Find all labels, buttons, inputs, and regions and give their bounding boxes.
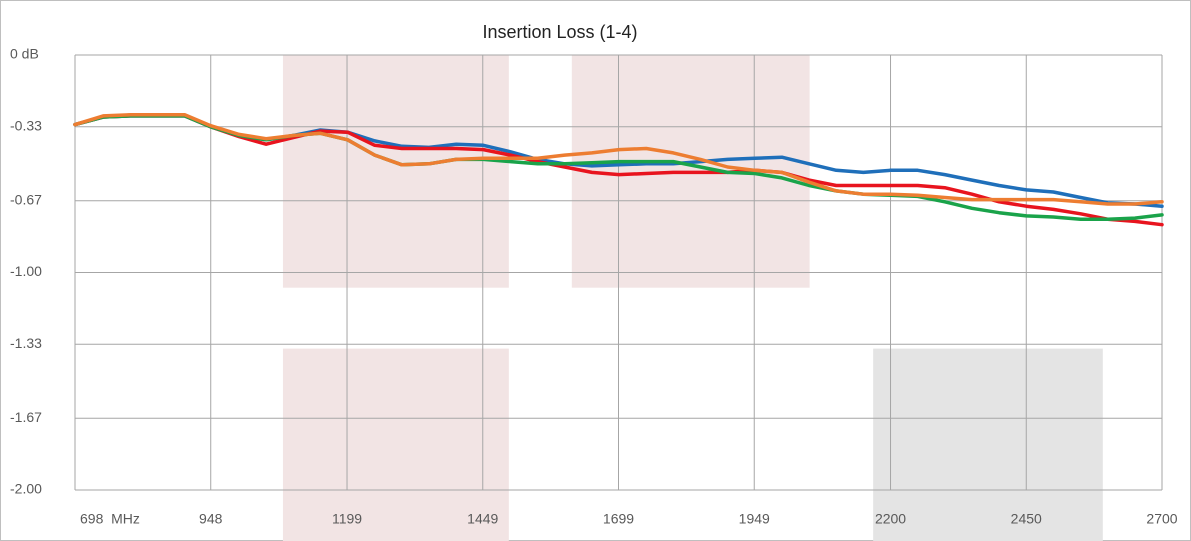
y-tick-label: -0.67	[10, 191, 42, 207]
y-tick-label: -0.33	[10, 117, 42, 133]
series-line	[73, 114, 1164, 227]
lines	[73, 113, 1164, 227]
y-tick-label: -1.33	[10, 335, 42, 351]
chart-title: Insertion Loss (1-4)	[482, 22, 637, 42]
regions	[282, 55, 1103, 541]
x-tick-label: 2450	[1011, 511, 1042, 527]
y-tick-label: -2.00	[10, 481, 42, 497]
shaded-region	[873, 348, 1103, 541]
x-tick-label: 698 MHz	[80, 511, 140, 527]
x-tick-label: 1449	[467, 511, 498, 527]
shaded-region	[282, 55, 509, 288]
x-tick-label: 948	[199, 511, 223, 527]
x-tick-label: 1199	[332, 511, 362, 527]
shaded-region	[282, 348, 509, 541]
y-tick-label: -1.67	[10, 409, 42, 425]
y-tick-label: 0 dB	[10, 46, 39, 62]
x-tick-label: 1949	[739, 511, 770, 527]
series-line	[73, 113, 1164, 206]
x-tick-label: 2700	[1146, 511, 1177, 527]
x-tick-label: 2200	[875, 511, 906, 527]
x-tick-label: 1699	[603, 511, 634, 527]
y-tick-label: -1.00	[10, 263, 42, 279]
